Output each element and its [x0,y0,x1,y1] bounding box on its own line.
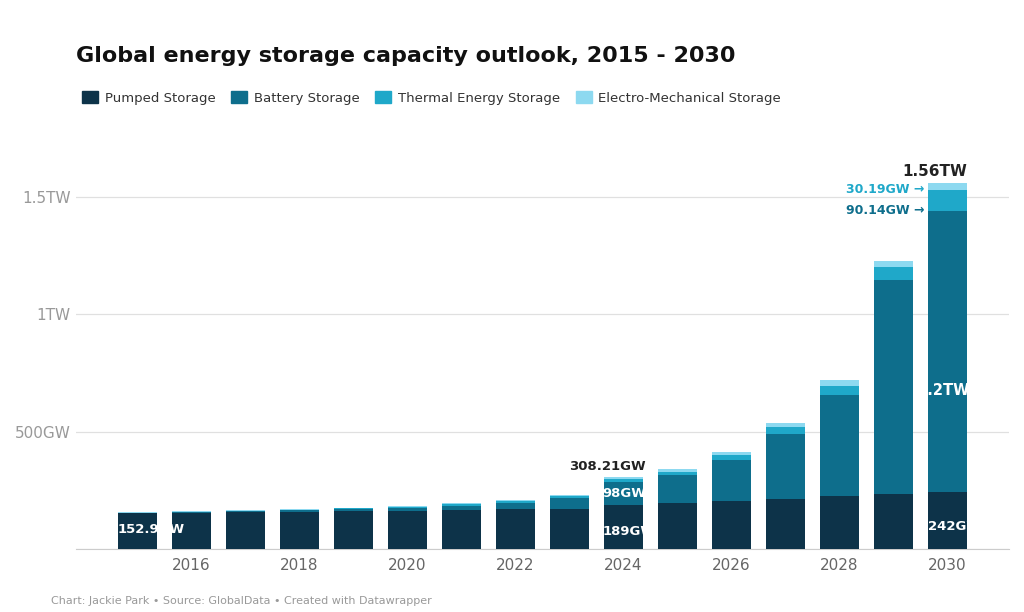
Bar [928,182,967,190]
Bar [388,507,427,508]
Text: 152.9GW: 152.9GW [117,523,184,536]
Bar [226,512,265,549]
Bar [334,509,373,512]
Text: 90.14GW →: 90.14GW → [846,204,925,217]
Bar [442,506,481,510]
Bar [550,496,589,498]
Bar [873,261,912,267]
Text: 1.2TW: 1.2TW [918,383,970,398]
Bar [820,395,859,496]
Text: 242GW: 242GW [929,520,981,533]
Bar [928,190,967,211]
Bar [334,512,373,549]
Bar [604,505,643,549]
Bar [766,423,805,427]
Bar [281,512,318,549]
Bar [388,508,427,511]
Bar [118,513,157,549]
Bar [712,501,751,549]
Bar [496,500,535,501]
Bar [712,452,751,455]
Text: 30.19GW →: 30.19GW → [846,183,925,196]
Bar [550,494,589,496]
Bar [442,503,481,504]
Text: 1.56TW: 1.56TW [903,164,968,179]
Bar [657,472,696,475]
Bar [657,475,696,503]
Bar [657,469,696,472]
Bar [388,506,427,507]
Bar [820,386,859,395]
Bar [550,498,589,509]
Bar [172,513,211,549]
Bar [604,479,643,482]
Bar [334,507,373,509]
Bar [604,482,643,505]
Bar [496,503,535,509]
Text: 189GW: 189GW [603,525,655,538]
Bar [604,477,643,479]
Bar [657,503,696,549]
Bar [281,510,318,512]
Bar [550,509,589,549]
Bar [442,510,481,549]
Bar [928,492,967,549]
Bar [873,494,912,549]
Bar [496,509,535,549]
Bar [820,380,859,386]
Bar [928,211,967,492]
Bar [766,499,805,549]
Text: Global energy storage capacity outlook, 2015 - 2030: Global energy storage capacity outlook, … [76,46,735,65]
Legend: Pumped Storage, Battery Storage, Thermal Energy Storage, Electro-Mechanical Stor: Pumped Storage, Battery Storage, Thermal… [82,91,781,105]
Bar [712,460,751,501]
Bar [388,511,427,549]
Bar [281,509,318,510]
Bar [820,496,859,549]
Bar [766,427,805,434]
Bar [873,267,912,280]
Bar [442,504,481,506]
Bar [766,434,805,499]
Text: 98GW: 98GW [603,487,647,500]
Bar [712,455,751,460]
Text: Chart: Jackie Park • Source: GlobalData • Created with Datawrapper: Chart: Jackie Park • Source: GlobalData … [51,596,432,606]
Text: 308.21GW: 308.21GW [569,460,646,473]
Bar [226,510,265,512]
Bar [496,501,535,503]
Bar [873,280,912,494]
